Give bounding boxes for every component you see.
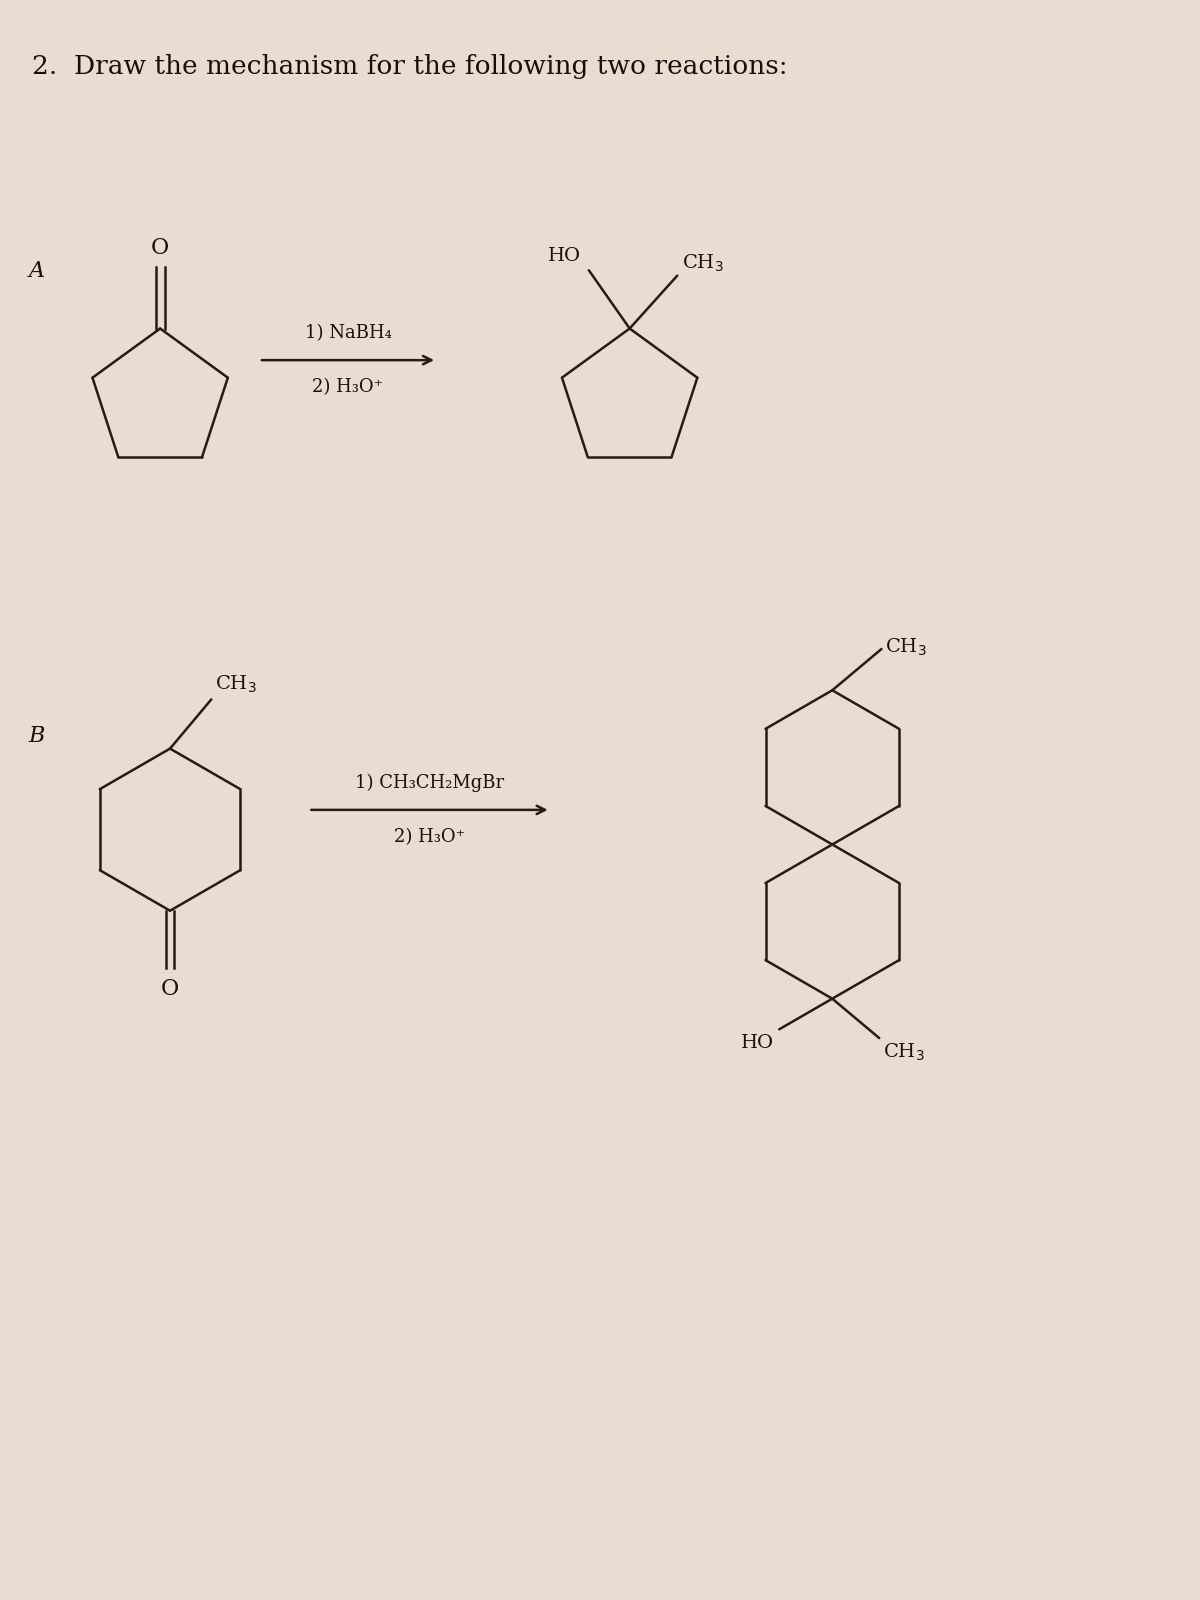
Text: 2.  Draw the mechanism for the following two reactions:: 2. Draw the mechanism for the following …: [31, 54, 787, 78]
Text: HO: HO: [548, 248, 581, 266]
Text: HO: HO: [742, 1034, 774, 1053]
Text: CH$_3$: CH$_3$: [886, 637, 928, 658]
Text: O: O: [151, 237, 169, 259]
Text: B: B: [29, 725, 46, 747]
Text: O: O: [161, 978, 179, 1000]
Text: CH$_3$: CH$_3$: [683, 253, 724, 274]
Text: CH$_3$: CH$_3$: [883, 1042, 925, 1064]
Text: CH$_3$: CH$_3$: [215, 674, 257, 696]
Text: 2) H₃O⁺: 2) H₃O⁺: [394, 827, 464, 846]
Text: A: A: [29, 261, 44, 282]
Text: 2) H₃O⁺: 2) H₃O⁺: [312, 378, 384, 395]
Text: 1) CH₃CH₂MgBr: 1) CH₃CH₂MgBr: [355, 774, 504, 792]
Text: 1) NaBH₄: 1) NaBH₄: [305, 325, 391, 342]
